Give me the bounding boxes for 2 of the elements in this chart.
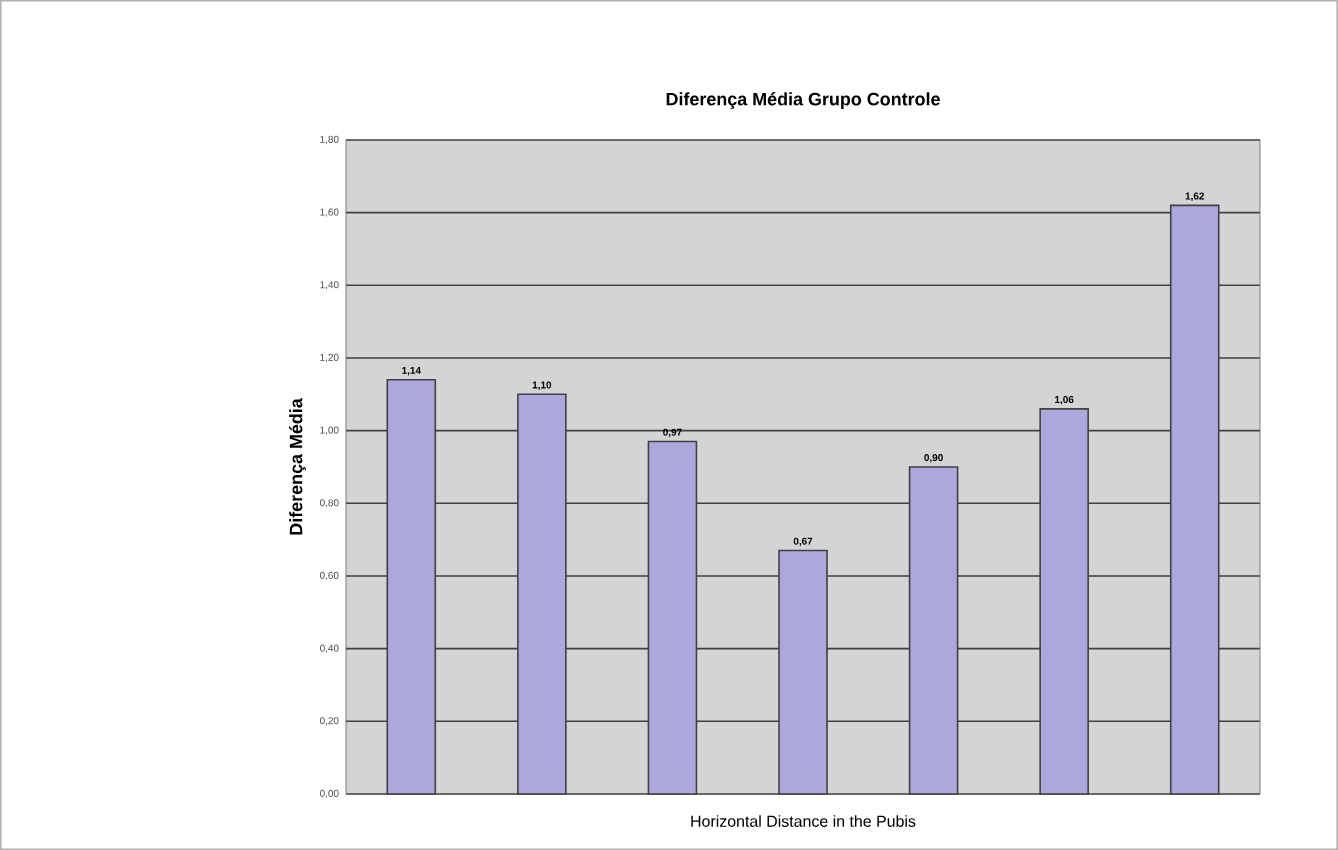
chart-title: Diferença Média Grupo Controle [666,92,940,109]
y-axis-title: Diferença Média [289,398,306,535]
